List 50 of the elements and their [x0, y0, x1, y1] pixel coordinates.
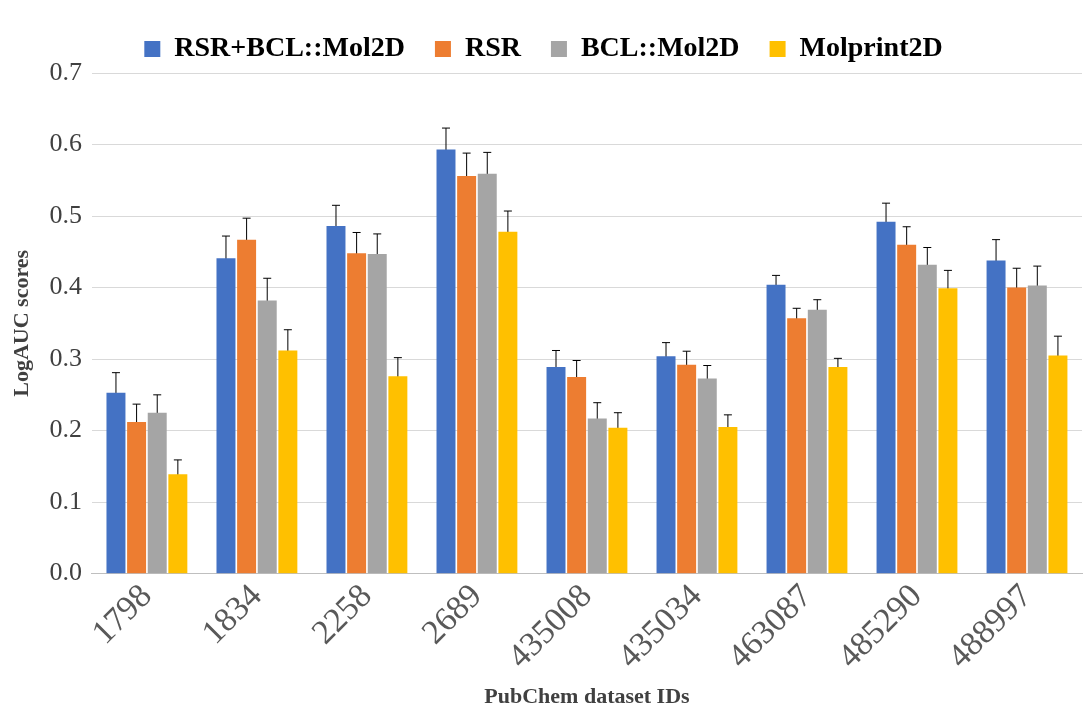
bar: [587, 418, 607, 574]
legend-label: RSR+BCL::Mol2D: [174, 31, 405, 63]
y-tick-label: 0.0: [49, 557, 82, 587]
y-tick-label: 0.3: [49, 342, 82, 372]
bar: [876, 221, 896, 574]
bar: [257, 300, 277, 574]
bar: [367, 253, 387, 574]
bar: [828, 366, 848, 574]
legend-label: Molprint2D: [799, 31, 943, 63]
y-tick-label: 0.5: [49, 199, 82, 229]
bar: [546, 366, 566, 574]
y-tick-label: 0.4: [49, 271, 82, 301]
y-tick-label: 0.7: [49, 56, 82, 86]
bar: [567, 376, 587, 574]
bar: [1027, 285, 1047, 574]
bar: [388, 376, 408, 574]
bar: [608, 427, 628, 574]
bar: [656, 356, 676, 574]
bar: [807, 309, 827, 574]
y-tick-label: 0.6: [49, 128, 82, 158]
bar: [1007, 287, 1027, 574]
bar: [237, 239, 257, 574]
y-tick-label: 0.2: [49, 414, 82, 444]
bar: [216, 258, 236, 574]
bar: [677, 364, 697, 574]
bar: [897, 244, 917, 574]
bar: [127, 422, 147, 574]
y-tick-label: 0.1: [49, 485, 82, 515]
bar: [326, 226, 346, 574]
bar: [917, 264, 937, 574]
bar: [347, 253, 367, 574]
bar: [168, 474, 188, 574]
legend-label: BCL::Mol2D: [580, 31, 740, 63]
bar: [498, 231, 518, 574]
bar: [457, 175, 477, 574]
bar: [106, 392, 126, 574]
bar: [766, 284, 786, 574]
bar: [147, 412, 167, 574]
bar: [718, 427, 738, 574]
bar: [986, 260, 1006, 574]
bar: [697, 378, 717, 574]
bar: [1048, 355, 1068, 574]
bar: [477, 173, 497, 574]
legend-label: RSR: [464, 31, 522, 63]
bar: [787, 318, 807, 574]
bar: [938, 288, 958, 574]
bar: [436, 149, 456, 574]
x-axis-title: PubChem dataset IDs: [484, 683, 691, 709]
y-axis-title: LogAUC scores: [7, 249, 33, 397]
bar: [278, 350, 298, 574]
